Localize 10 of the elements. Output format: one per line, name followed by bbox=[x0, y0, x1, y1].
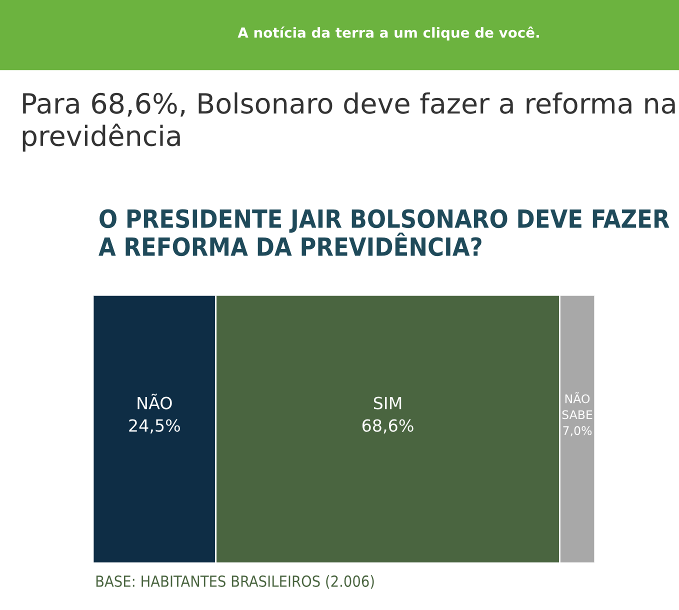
series-label: NÃO bbox=[138, 394, 172, 410]
text: BASE: HABITANTES BRASILEIROS (2.006) bbox=[96, 575, 374, 589]
data-label: 7,0% bbox=[563, 426, 592, 436]
series-label: NÃO SABE bbox=[562, 392, 592, 420]
series-label: SIM bbox=[374, 396, 402, 410]
data-label: 24,5% bbox=[129, 419, 180, 434]
chart-title: Para 68,6%, Bolsonaro deve fazer a reforma na previdência bbox=[22, 92, 675, 152]
chart-subtitle: O PRESIDENTE JAIR BOLSONARO DEVE FAZER A REFORMA DA PREVIDÊNCIA? bbox=[98, 209, 670, 256]
data-label: 68,6% bbox=[362, 419, 414, 434]
text: A notícia da terra a um clique de você. bbox=[238, 26, 539, 41]
